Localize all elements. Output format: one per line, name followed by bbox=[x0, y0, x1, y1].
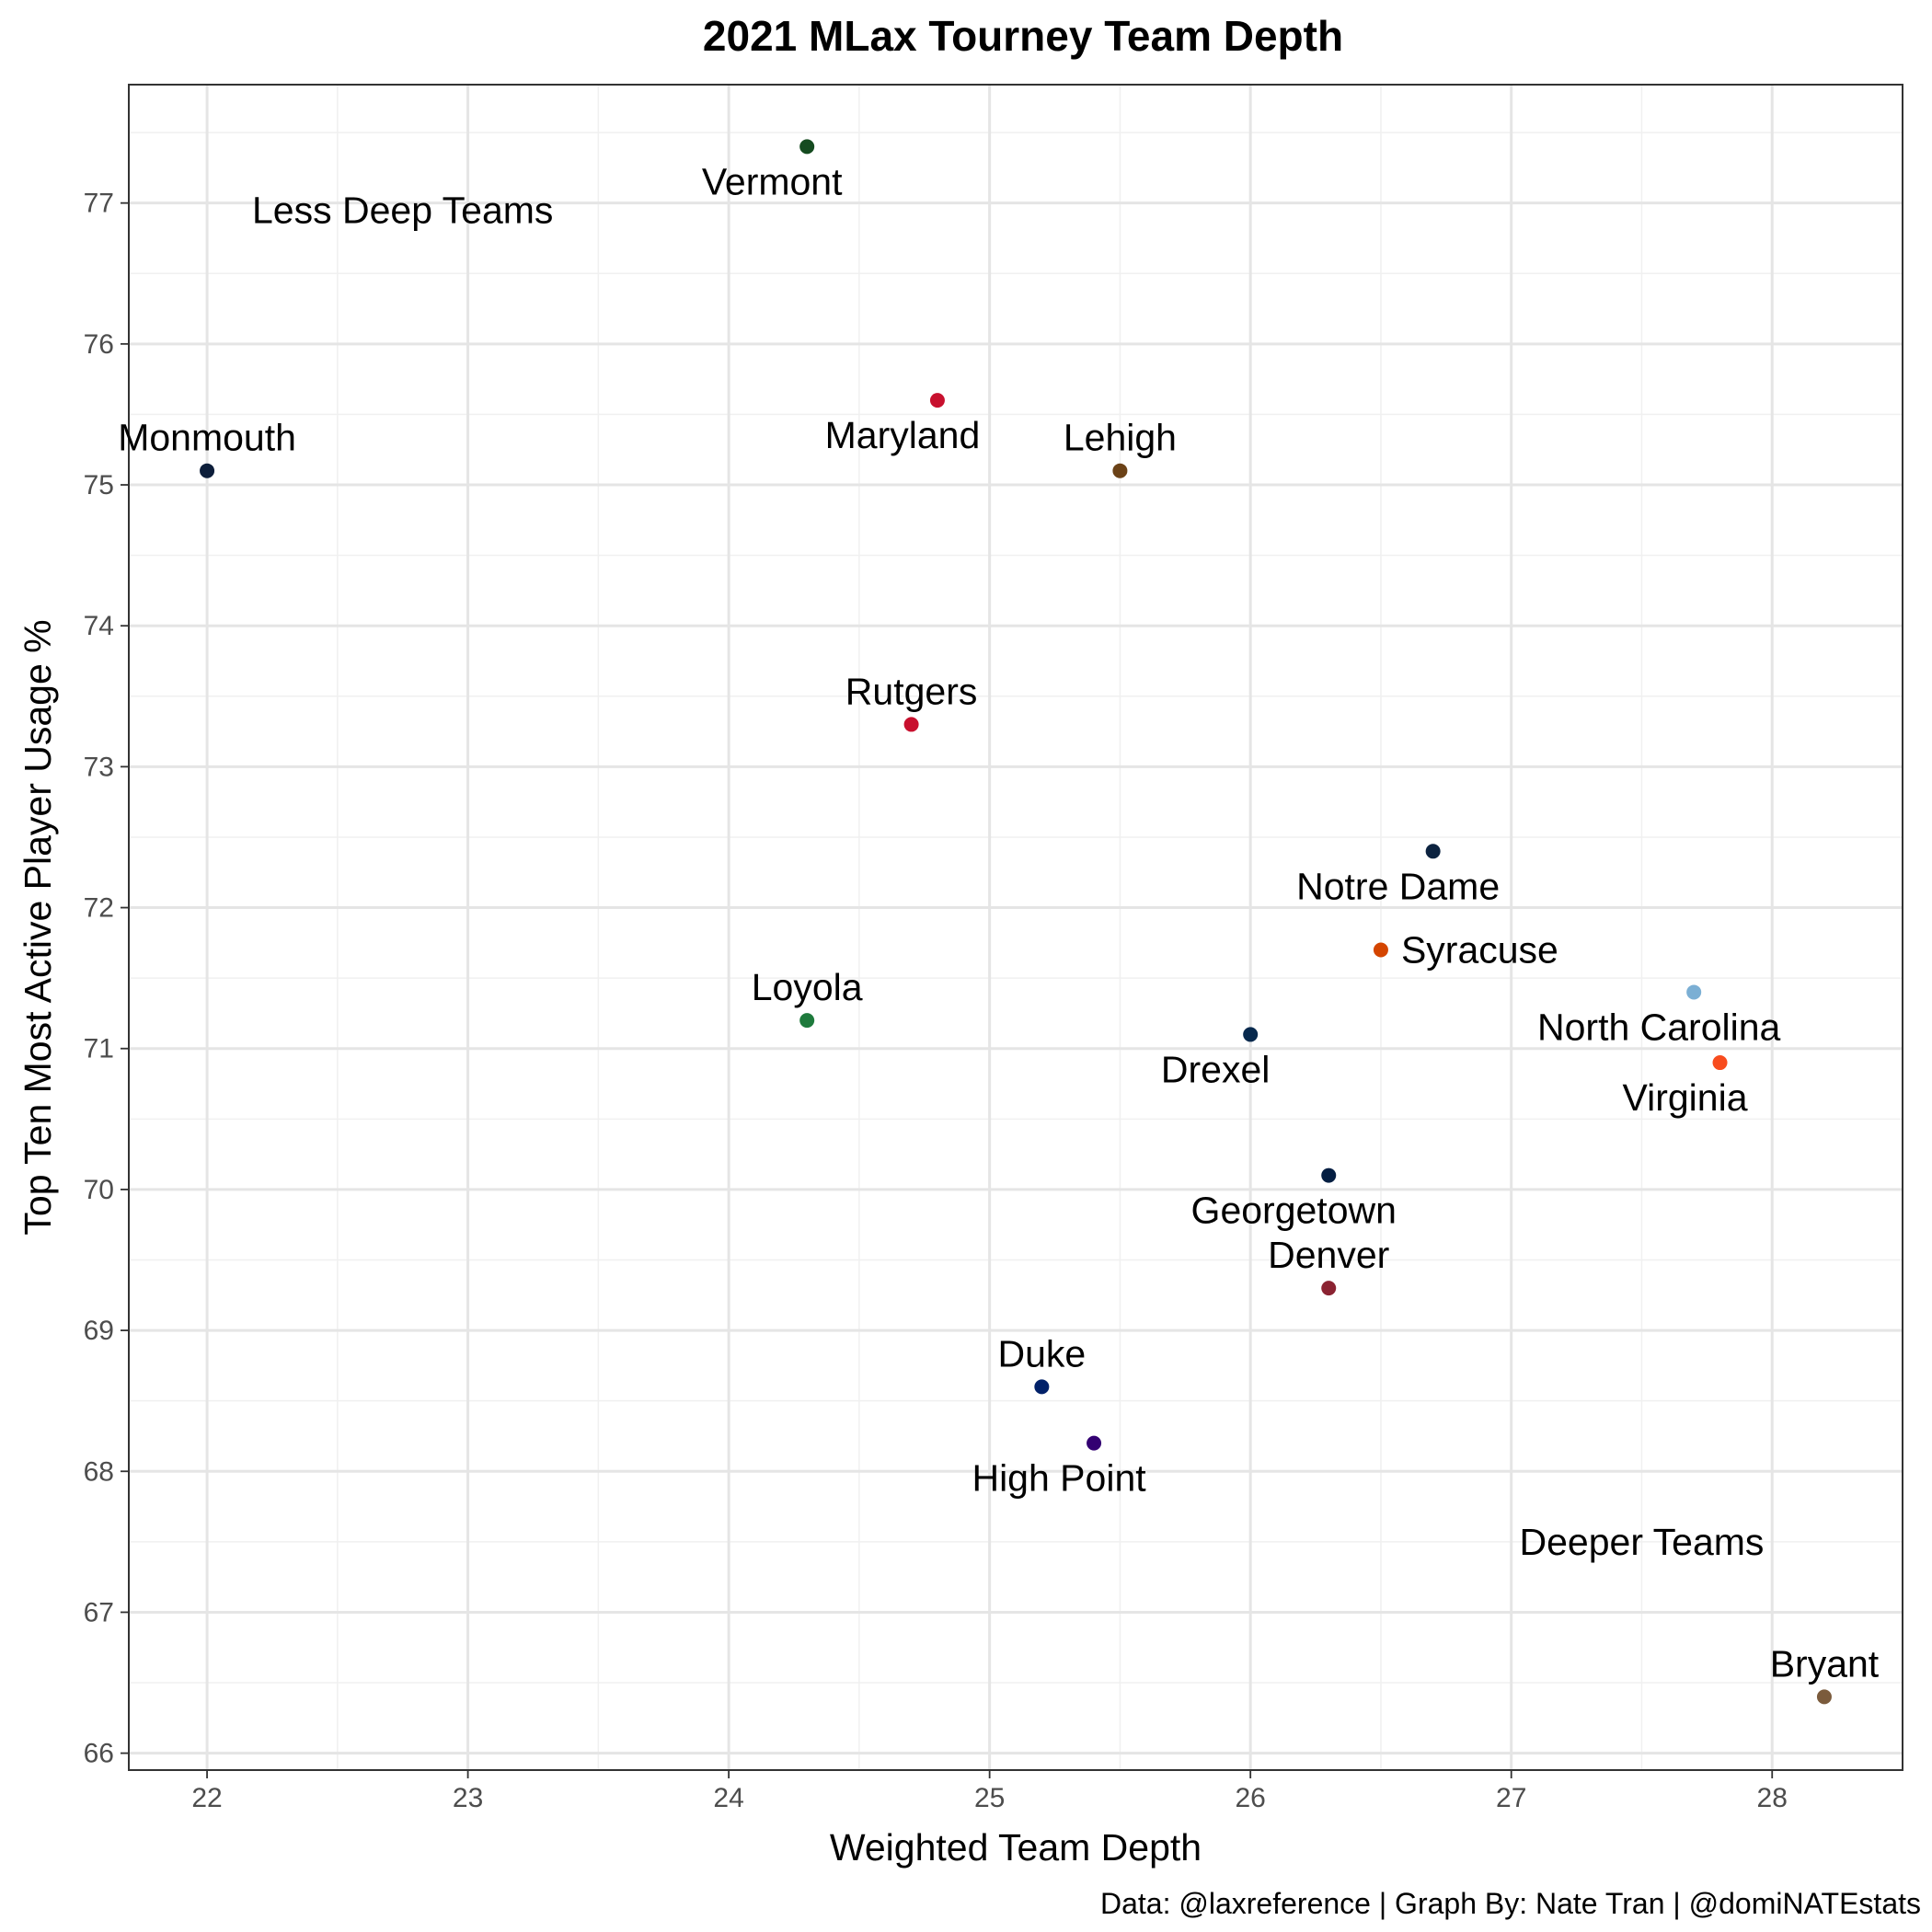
point-labels: Vermont Maryland Monmouth Lehigh Rutgers Notr… bbox=[118, 160, 1880, 1685]
x-axis-title: Weighted Team Depth bbox=[830, 1826, 1202, 1869]
point-label: Loyola bbox=[752, 966, 863, 1008]
data-point bbox=[929, 393, 945, 408]
y-tick-label: 77 bbox=[84, 189, 114, 219]
x-tick-label: 28 bbox=[1757, 1783, 1788, 1813]
grid-lines bbox=[129, 85, 1903, 1770]
chart-title: 2021 MLax Tourney Team Depth bbox=[703, 12, 1343, 60]
data-point bbox=[1816, 1689, 1832, 1705]
y-tick-label: 74 bbox=[84, 611, 114, 641]
y-tick-label: 66 bbox=[84, 1739, 114, 1769]
data-point bbox=[200, 463, 215, 478]
y-tick-label: 69 bbox=[84, 1316, 114, 1346]
point-label: North Carolina bbox=[1537, 1006, 1781, 1048]
point-label: Denver bbox=[1268, 1234, 1389, 1276]
chart-caption: Data: @laxreference | Graph By: Nate Tra… bbox=[1100, 1887, 1921, 1920]
y-tick-label: 67 bbox=[84, 1597, 114, 1627]
y-tick-label: 72 bbox=[84, 893, 114, 924]
point-label: Monmouth bbox=[118, 417, 296, 459]
y-axis-title: Top Ten Most Active Player Usage % bbox=[17, 619, 59, 1235]
data-points bbox=[200, 139, 1832, 1705]
y-tick-label: 68 bbox=[84, 1456, 114, 1487]
x-tick-label: 25 bbox=[974, 1783, 1005, 1813]
point-label: Syracuse bbox=[1401, 929, 1558, 972]
point-label: Notre Dame bbox=[1296, 865, 1500, 907]
data-point bbox=[1321, 1167, 1337, 1183]
x-tick-label: 24 bbox=[713, 1783, 743, 1813]
axis-ticks: 22 23 24 25 26 27 28 66 67 68 69 70 71 72 73 74 75 76 77 bbox=[84, 189, 1788, 1813]
data-point bbox=[1087, 1435, 1102, 1451]
y-tick-label: 70 bbox=[84, 1175, 114, 1205]
x-tick-label: 26 bbox=[1235, 1783, 1265, 1813]
data-point bbox=[1112, 463, 1128, 478]
plot-panel-border bbox=[128, 84, 1903, 1771]
data-point bbox=[1034, 1379, 1050, 1395]
point-label: Maryland bbox=[825, 414, 981, 456]
x-tick-label: 22 bbox=[191, 1783, 222, 1813]
point-label: Drexel bbox=[1161, 1048, 1270, 1090]
y-tick-label: 73 bbox=[84, 752, 114, 782]
data-point bbox=[1243, 1027, 1259, 1042]
point-label: High Point bbox=[972, 1457, 1146, 1500]
data-point bbox=[903, 717, 919, 732]
point-label: Lehigh bbox=[1064, 417, 1177, 459]
x-tick-label: 23 bbox=[453, 1783, 483, 1813]
annotations: Less Deep Teams Deeper Teams bbox=[252, 189, 1764, 1563]
point-label: Virginia bbox=[1623, 1076, 1748, 1119]
point-label: Vermont bbox=[702, 160, 843, 202]
y-tick-label: 75 bbox=[84, 470, 114, 500]
data-point bbox=[1712, 1055, 1728, 1071]
data-point bbox=[1373, 942, 1388, 958]
y-tick-label: 76 bbox=[84, 329, 114, 360]
quadrant-annotation: Deeper Teams bbox=[1520, 1521, 1765, 1563]
data-point bbox=[799, 139, 815, 155]
point-label: Rutgers bbox=[845, 670, 978, 712]
data-point bbox=[1321, 1281, 1337, 1296]
y-tick-label: 71 bbox=[84, 1034, 114, 1064]
data-point bbox=[1425, 844, 1441, 859]
point-label: Bryant bbox=[1770, 1642, 1880, 1685]
point-label: Georgetown bbox=[1191, 1190, 1397, 1232]
quadrant-annotation: Less Deep Teams bbox=[252, 189, 553, 231]
x-tick-label: 27 bbox=[1496, 1783, 1526, 1813]
data-point bbox=[1686, 984, 1702, 1000]
data-point bbox=[799, 1013, 815, 1029]
point-label: Duke bbox=[997, 1332, 1086, 1374]
